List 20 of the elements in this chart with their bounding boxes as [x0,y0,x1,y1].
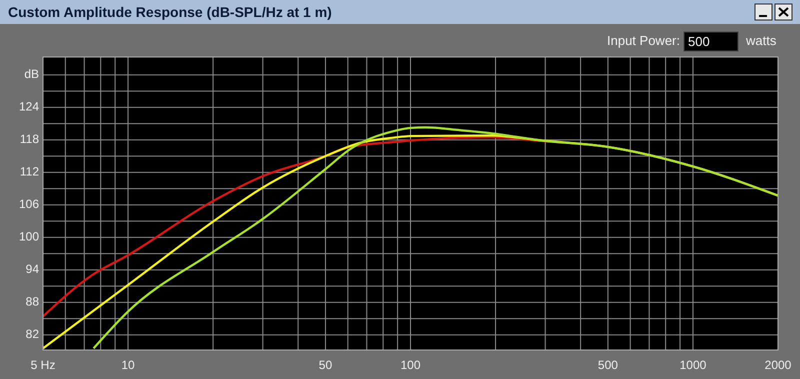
y-tick-label: 94 [26,262,40,276]
y-tick-label: 82 [26,327,40,342]
text: 500 [688,34,710,49]
y-tick-label: 124 [18,100,40,114]
y-tick-label: 112 [20,164,40,179]
text: watts [745,33,777,48]
x-tick-label: 10 [121,358,136,372]
x-tick-label: 1000 [680,358,707,372]
x-tick-label: 500 [598,358,618,372]
x-tick-label: 50 [318,358,332,372]
y-tick-label: 100 [18,230,40,244]
chart-title: Custom Amplitude Response (dB-SPL/Hz at 1 m) [8,4,332,20]
x-tick-label: 100 [400,358,421,372]
y-tick-label: 88 [26,294,40,309]
y-tick-label: dB [24,67,39,82]
y-tick-label: 118 [20,132,40,146]
x-tick-label: 2000 [764,358,792,372]
y-tick-label: 106 [18,197,40,212]
x-tick-label: 5 Hz [30,358,56,372]
text: Input Power: [607,33,680,48]
